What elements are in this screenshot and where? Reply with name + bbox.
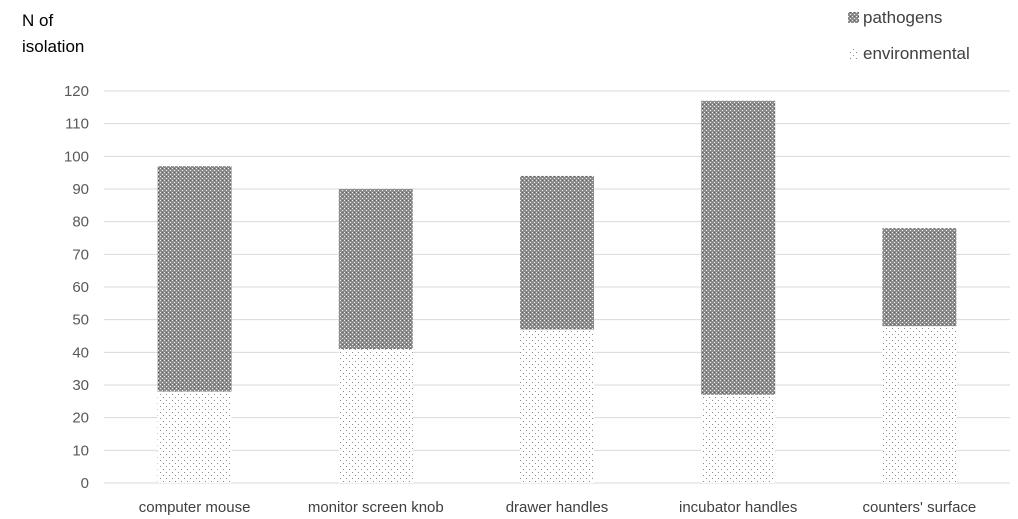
y-tick-label: 50 [72, 312, 89, 329]
y-tick-label: 100 [64, 148, 89, 165]
y-tick-label: 90 [72, 181, 89, 198]
x-category-label: drawer handles [506, 499, 609, 516]
y-axis-title: N of isolation [22, 11, 84, 56]
legend-swatch-pathogens [848, 12, 859, 23]
bar-environmental [701, 394, 776, 483]
x-axis-categories: computer mouse monitor screen knob drawer … [139, 499, 977, 516]
x-category-label: incubator handles [679, 499, 797, 516]
y-tick-label: 10 [72, 442, 89, 459]
bar-environmental [338, 349, 413, 483]
bar-pathogens [520, 175, 594, 330]
y-tick-label: 20 [72, 410, 89, 427]
y-tick-label: 120 [64, 83, 89, 100]
y-tick-label: 40 [72, 344, 89, 361]
y-tick-label: 110 [65, 116, 89, 133]
bar-pathogens [882, 228, 957, 327]
y-axis-title-line-1: N of [22, 11, 53, 30]
y-tick-label: 70 [72, 246, 89, 263]
y-axis-ticks: 0 10 20 30 40 50 60 70 80 90 100 110 120 [64, 83, 89, 492]
bar-pathogens [338, 189, 413, 350]
y-tick-label: 0 [81, 475, 89, 492]
bar-pathogens [701, 100, 776, 395]
legend-label-pathogens: pathogens [863, 8, 942, 27]
x-category-label: monitor screen knob [308, 499, 444, 516]
legend-swatch-environmental [848, 48, 859, 59]
y-tick-label: 60 [72, 279, 89, 296]
y-tick-label: 30 [72, 377, 89, 394]
bar-environmental [157, 391, 232, 483]
bar-environmental [882, 326, 957, 483]
bar-environmental [520, 329, 594, 483]
y-tick-label: 80 [72, 214, 89, 231]
legend: pathogens environmental [848, 8, 970, 63]
bars [157, 100, 957, 483]
x-category-label: counters' surface [863, 499, 977, 516]
legend-label-environmental: environmental [863, 44, 970, 63]
x-category-label: computer mouse [139, 499, 251, 516]
bar-pathogens [157, 166, 232, 392]
y-axis-title-line-2: isolation [22, 37, 84, 56]
